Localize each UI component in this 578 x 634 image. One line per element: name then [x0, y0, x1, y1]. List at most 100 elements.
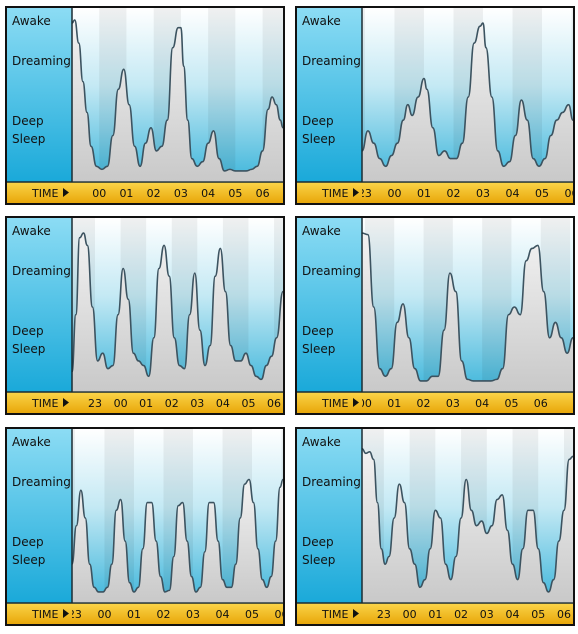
time-bar [7, 182, 283, 203]
x-tick-label: 05 [535, 187, 549, 200]
sleep-point [245, 352, 247, 354]
time-axis-label: TIME [321, 187, 348, 200]
sleep-point [490, 380, 492, 382]
time-bar [7, 603, 283, 624]
sleep-point [112, 364, 114, 367]
sleep-point [111, 563, 113, 565]
sleep-point [132, 352, 134, 354]
sleep-point [229, 168, 231, 170]
sleep-point [164, 591, 166, 593]
x-tick-label: 06 [557, 608, 571, 621]
sleep-chart-2: Awake Dreaming Deep Sleep TIME 23 00 01 02 03 04 05… [295, 6, 575, 205]
sleep-point [279, 119, 281, 121]
y-category-label: Dreaming [302, 264, 361, 278]
sleep-point [191, 158, 193, 160]
sleep-point [275, 540, 277, 542]
sleep-point [204, 364, 206, 367]
sleep-point [520, 99, 522, 101]
x-tick-label: 00 [92, 187, 106, 200]
sleep-point [218, 158, 220, 160]
y-category-label: Deep [12, 535, 44, 549]
x-tick-label: 01 [387, 397, 401, 410]
sleep-point [478, 380, 480, 382]
sleep-point [481, 520, 483, 522]
x-tick-label: 06 [275, 608, 283, 621]
label-column [297, 218, 362, 392]
chart-svg: Awake Dreaming Deep Sleep TIME 00 01 02 03 04 05 06 [7, 8, 283, 203]
sleep-point [212, 130, 215, 132]
y-category-label: Dreaming [12, 475, 71, 489]
sleep-point [226, 586, 228, 588]
sleep-point [417, 96, 419, 98]
sleep-point [146, 502, 148, 504]
sleep-point [385, 165, 387, 167]
sleep-point [566, 352, 568, 354]
x-tick-label: 23 [68, 608, 82, 621]
sleep-point [117, 314, 119, 316]
sleep-point [473, 42, 475, 44]
sleep-point [373, 142, 375, 144]
sleep-point [230, 586, 232, 588]
hour-band [571, 8, 573, 181]
sleep-point [511, 563, 514, 565]
sleep-point [93, 586, 95, 588]
sleep-point [532, 509, 534, 511]
sleep-point [173, 337, 175, 339]
sleep-point [548, 337, 551, 339]
sleep-point [438, 154, 440, 157]
sleep-point [158, 267, 160, 270]
sleep-point [388, 555, 390, 558]
hour-band [274, 218, 283, 391]
sleep-point [90, 145, 92, 147]
sleep-point [409, 548, 411, 550]
sleep-point [568, 458, 570, 461]
sleep-point [562, 111, 564, 113]
y-category-label: Awake [12, 14, 51, 28]
x-tick-label: 01 [119, 187, 133, 200]
sleep-point [207, 142, 209, 144]
sleep-point [155, 540, 157, 542]
sleep-point [514, 134, 517, 137]
sleep-point [112, 134, 114, 137]
sleep-point [560, 337, 562, 339]
x-tick-label: 05 [504, 397, 518, 410]
sleep-point [248, 478, 250, 481]
sleep-point [558, 540, 560, 542]
sleep-point [491, 525, 493, 527]
sleep-point [265, 364, 267, 367]
sleep-point [563, 509, 565, 511]
x-tick-label: 06 [256, 187, 270, 200]
x-tick-label: 04 [216, 608, 230, 621]
sleep-chart-5: Awake Dreaming Deep Sleep TIME 23 00 01 02 03 04 05… [5, 427, 285, 626]
y-category-label: Deep [12, 324, 44, 338]
sleep-point [465, 478, 467, 481]
x-tick-label: 01 [139, 397, 153, 410]
sleep-point [209, 344, 211, 347]
sleep-point [95, 165, 98, 167]
x-tick-label: 02 [417, 397, 431, 410]
sleep-chart-3: Awake Dreaming Deep Sleep TIME 23 00 01 02 03 04 05… [5, 216, 285, 415]
sleep-point [461, 142, 463, 144]
sleep-point [148, 375, 150, 377]
hour-band [72, 429, 75, 602]
time-axis-label: TIME [31, 187, 58, 200]
sleep-point [82, 81, 84, 83]
y-category-label: Sleep [12, 342, 45, 356]
sleep-point [177, 27, 179, 29]
sleep-point [550, 134, 552, 137]
sleep-point [163, 244, 165, 246]
sleep-area [362, 448, 573, 602]
sleep-point [137, 586, 139, 588]
sleep-point [522, 548, 524, 550]
sleep-point [376, 502, 379, 504]
time-axis-label: TIME [321, 397, 348, 410]
sleep-point [369, 451, 371, 453]
sleep-line [71, 19, 283, 172]
sleep-point [479, 25, 481, 27]
sleep-point [240, 170, 242, 172]
sleep-area [362, 233, 573, 391]
sleep-point [379, 158, 381, 160]
sleep-point [137, 360, 140, 362]
x-tick-label: 06 [565, 187, 573, 200]
sleep-point [532, 158, 534, 160]
